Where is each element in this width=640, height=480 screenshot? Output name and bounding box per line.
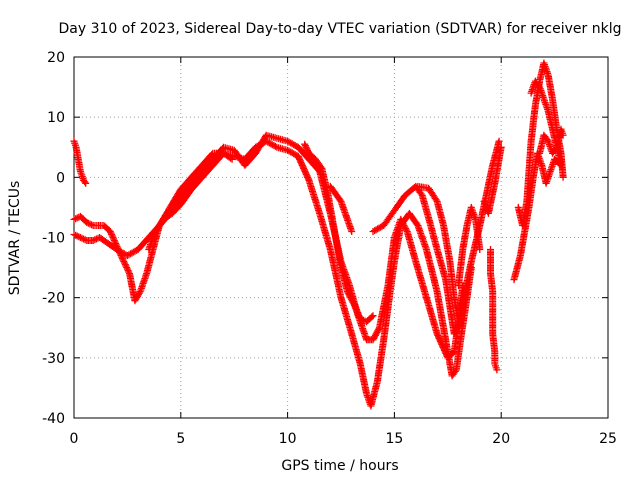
data-point-markers [414,137,503,326]
y-tick-label: -20 [42,291,65,307]
series-trace-d [145,149,236,253]
y-tick-label: 20 [47,50,65,66]
data-point-markers [510,149,565,284]
x-tick-label: 10 [279,431,297,447]
data-point-markers [480,143,505,217]
series-trace-o [536,125,567,157]
data-point-markers [301,140,377,326]
data-point-markers [70,137,90,187]
series-trace-l [510,149,565,284]
y-tick-label: 10 [47,110,65,126]
data-point-markers [70,131,467,362]
series-trace-j [487,246,501,374]
series-trace-a [70,137,90,187]
series-trace-k [480,143,505,217]
data-point-markers [326,182,356,235]
series-trace-b [70,131,467,362]
data-points [70,59,567,410]
x-tick-label: 5 [176,431,185,447]
y-axis-label: SDTVAR / TECUs [7,181,23,296]
data-point-markers [145,149,236,253]
axis-ticks: 0 5 10 15 20 25 -40 -30 -20 -10 0 10 20 [42,50,617,447]
x-tick-label: 15 [385,431,403,447]
y-tick-label: -30 [42,351,65,367]
data-point-markers [487,246,501,374]
series-trace-e [301,140,377,326]
x-tick-label: 0 [70,431,79,447]
grid-lines [74,57,608,418]
y-tick-label: -40 [42,411,65,427]
series-trace-h [414,137,503,326]
y-tick-label: -10 [42,231,65,247]
data-point-markers [536,125,567,157]
x-tick-label: 20 [492,431,510,447]
x-axis-label: GPS time / hours [281,458,398,474]
y-tick-label: 0 [56,170,65,186]
series-trace-i [455,203,484,290]
chart-title: Day 310 of 2023, Sidereal Day-to-day VTE… [59,21,622,37]
series-trace-f [326,182,356,235]
data-point-markers [455,203,484,290]
x-tick-label: 25 [599,431,617,447]
